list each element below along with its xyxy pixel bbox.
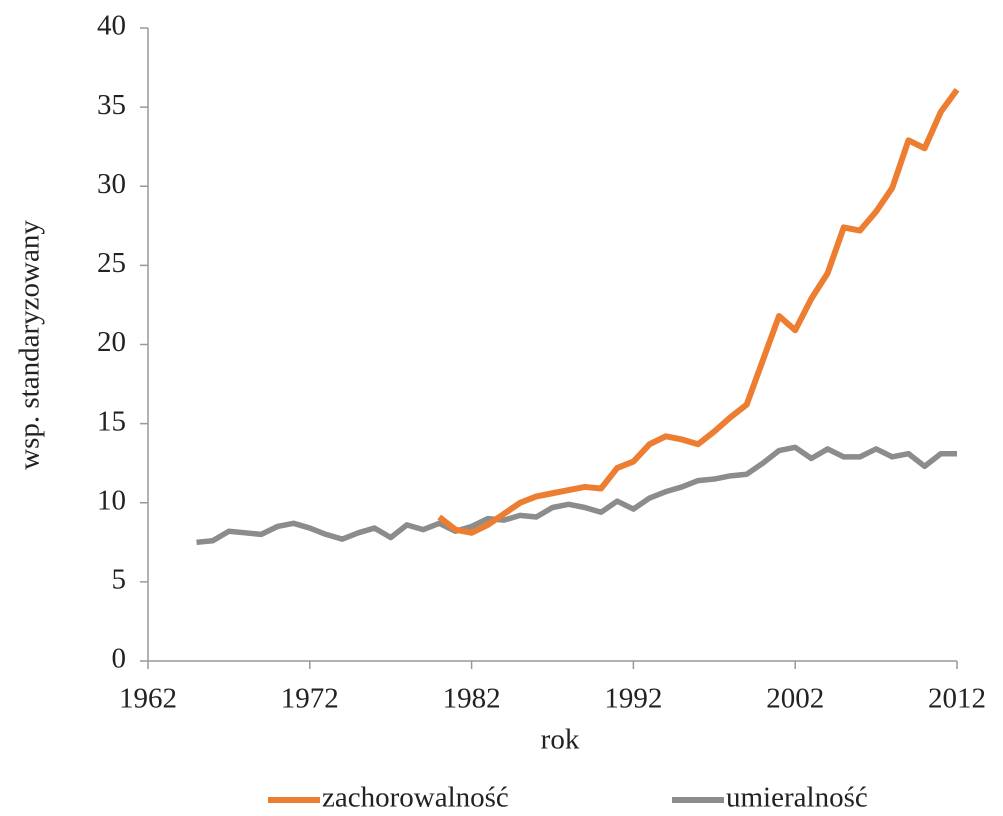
y-tick-label: 15 — [97, 405, 126, 437]
x-tick-label: 1962 — [119, 683, 177, 715]
line — [437, 87, 960, 536]
y-tick-label: 10 — [97, 484, 126, 516]
legend-label: umieralność — [726, 782, 868, 814]
x-axis-label: rok — [541, 724, 580, 756]
y-tick-label: 20 — [97, 326, 126, 358]
line — [196, 444, 957, 546]
x-tick-label: 1972 — [281, 683, 339, 715]
y-tick-label: 40 — [97, 10, 126, 42]
x-tick-label: 2002 — [766, 683, 824, 715]
x-tick-label: 2012 — [928, 683, 986, 715]
y-axis-label: wsp. standaryzowany — [14, 220, 46, 470]
y-tick-label: 0 — [112, 643, 127, 675]
y-tick-label: 25 — [97, 247, 126, 279]
x-tick-label: 1992 — [604, 683, 662, 715]
x-tick-label: 1982 — [443, 683, 501, 715]
y-tick-label: 35 — [97, 89, 126, 121]
legend-label: zachorowalność — [322, 782, 509, 814]
y-tick-label: 5 — [112, 564, 127, 596]
y-tick-label: 30 — [97, 168, 126, 200]
